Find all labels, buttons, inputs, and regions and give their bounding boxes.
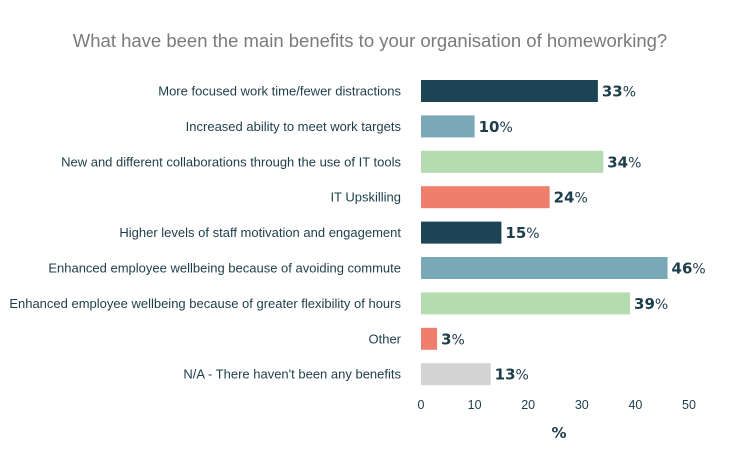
category-label: Enhanced employee wellbeing because of a… xyxy=(48,261,401,276)
chart-title: What have been the main benefits to your… xyxy=(73,30,667,51)
data-label: 39% xyxy=(634,295,668,313)
data-label: 15% xyxy=(505,224,539,242)
category-label: Higher levels of staff motivation and en… xyxy=(119,225,401,240)
data-label: 10% xyxy=(479,118,513,136)
bar xyxy=(421,115,475,138)
data-label: 13% xyxy=(495,366,529,384)
x-tick-label: 40 xyxy=(628,398,642,412)
bars-layer: More focused work time/fewer distraction… xyxy=(9,80,706,386)
x-tick-label: 0 xyxy=(418,398,425,412)
bar xyxy=(421,80,598,102)
category-label: Increased ability to meet work targets xyxy=(186,119,402,134)
data-label: 33% xyxy=(602,83,636,101)
bar xyxy=(421,221,502,244)
bar xyxy=(421,150,604,173)
x-tick-label: 10 xyxy=(468,398,482,412)
bar xyxy=(421,327,438,350)
category-label: IT Upskilling xyxy=(330,190,401,205)
bar xyxy=(421,257,668,279)
category-label: N/A - There haven't been any benefits xyxy=(183,367,401,382)
x-tick-label: 20 xyxy=(521,398,535,412)
data-label: 46% xyxy=(672,260,706,278)
x-tick-label: 30 xyxy=(575,398,589,412)
bar xyxy=(421,186,550,209)
data-label: 34% xyxy=(607,153,641,171)
data-label: 3% xyxy=(441,330,465,348)
x-tick-label: 50 xyxy=(682,398,696,412)
bar xyxy=(421,292,631,315)
x-axis: 0 10 20 30 40 50 xyxy=(418,398,696,412)
bar xyxy=(421,363,491,386)
data-label: 24% xyxy=(554,189,588,207)
category-label: New and different collaborations through… xyxy=(61,154,401,169)
category-label: More focused work time/fewer distraction… xyxy=(158,84,401,99)
x-axis-title: % xyxy=(551,424,566,442)
category-label: Enhanced employee wellbeing because of g… xyxy=(9,296,401,311)
category-label: Other xyxy=(368,331,401,346)
